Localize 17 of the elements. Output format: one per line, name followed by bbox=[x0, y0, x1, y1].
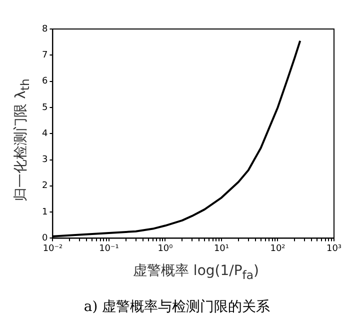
y-tick-label: 2 bbox=[42, 181, 48, 192]
x-tick-label: 10¹ bbox=[214, 244, 230, 254]
x-tick-label: 10⁻¹ bbox=[99, 244, 120, 254]
x-tick-label: 10² bbox=[270, 244, 286, 254]
y-tick-label: 1 bbox=[42, 207, 48, 218]
y-tick-label: 8 bbox=[42, 24, 48, 34]
x-axis-title: 虚警概率 log(1/P$_{fa}$) bbox=[132, 262, 260, 282]
x-tick-label: 10⁰ bbox=[158, 244, 174, 254]
y-tick-label: 3 bbox=[42, 155, 48, 166]
y-tick-label: 7 bbox=[42, 50, 48, 60]
y-tick-label: 4 bbox=[42, 128, 48, 139]
y-tick-label: 0 bbox=[42, 234, 48, 244]
text: a) 虚警概率与检测门限的关系 bbox=[84, 298, 270, 316]
x-tick-label: 10³ bbox=[326, 244, 342, 254]
x-tick-label: 10⁻² bbox=[42, 244, 64, 254]
y-tick-label: 5 bbox=[42, 102, 48, 113]
y-tick-label: 6 bbox=[42, 76, 48, 87]
